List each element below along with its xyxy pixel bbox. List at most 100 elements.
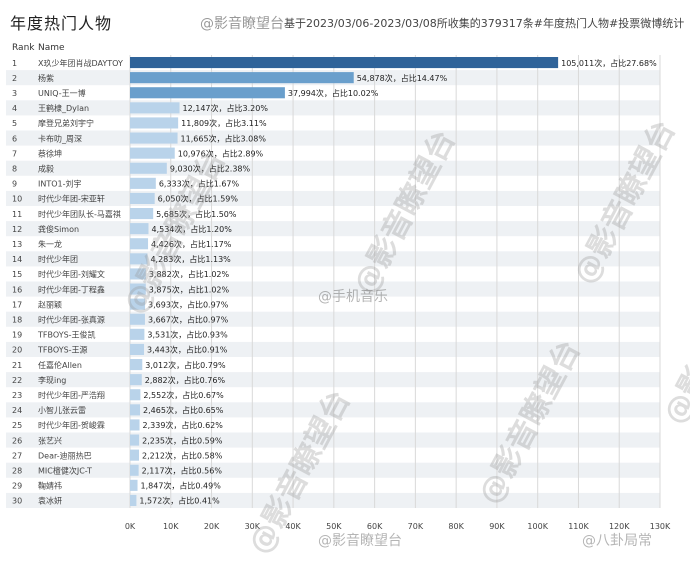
bar	[130, 102, 180, 114]
category-label: 赵丽颖	[38, 299, 62, 309]
data-label: 2,212次，占比0.58%	[142, 450, 223, 460]
x-tick-label: 120K	[609, 522, 630, 531]
rank-label: 1	[12, 59, 17, 68]
bar	[130, 298, 146, 310]
rank-label: 18	[12, 315, 22, 324]
rank-label: 24	[12, 406, 22, 415]
rank-label: 21	[12, 361, 22, 370]
bar	[130, 374, 142, 386]
data-label: 3,693次，占比0.97%	[148, 299, 229, 309]
chart-title: 年度热门人物	[10, 14, 113, 33]
data-label: 4,534次，占比1.20%	[151, 224, 232, 234]
rank-label: 9	[12, 180, 17, 189]
rank-label: 12	[12, 225, 22, 234]
data-label: 2,117次，占比0.56%	[142, 465, 223, 475]
category-label: 王鹤棣_Dylan	[38, 103, 89, 113]
category-label: 李现ing	[38, 375, 66, 385]
category-label: 成毅	[38, 163, 54, 173]
data-label: 1,572次，占比0.41%	[139, 496, 220, 506]
rank-label: 2	[12, 74, 17, 83]
category-label: 蔡徐坤	[38, 148, 62, 158]
data-label: 54,878次，占比14.47%	[357, 73, 448, 83]
category-label: 时代少年团-张真源	[38, 314, 105, 324]
x-tick-label: 40K	[285, 522, 301, 531]
bar	[130, 464, 139, 476]
category-label: MIC檀健次JC-T	[38, 465, 92, 475]
category-label: 时代少年团-贺峻霖	[38, 420, 105, 430]
rank-label: 19	[12, 331, 22, 340]
data-label: 10,976次，占比2.89%	[178, 148, 264, 158]
bar	[130, 328, 145, 340]
rank-label: 30	[12, 497, 22, 506]
data-label: 4,283次，占比1.13%	[150, 254, 231, 264]
bar	[130, 57, 559, 69]
bar	[130, 359, 143, 371]
name-header: Name	[38, 43, 65, 53]
x-tick-label: 20K	[204, 522, 220, 531]
rank-label: 15	[12, 270, 22, 279]
category-label: 摩登兄弟刘宇宁	[38, 118, 94, 128]
category-label: 杨紫	[38, 73, 54, 83]
rank-label: 16	[12, 285, 22, 294]
category-label: 时代少年团队长-马嘉祺	[38, 209, 121, 219]
rank-label: 4	[12, 104, 17, 113]
bar	[130, 132, 178, 144]
data-label: 2,552次，占比0.67%	[143, 390, 224, 400]
rank-label: 3	[12, 89, 17, 98]
rank-label: 5	[12, 119, 17, 128]
x-tick-label: 30K	[245, 522, 261, 531]
category-label: X玖少年团肖战DAYTOY	[38, 58, 123, 68]
data-label: 3,667次，占比0.97%	[148, 314, 229, 324]
rank-label: 17	[12, 300, 22, 309]
bar	[130, 253, 148, 265]
data-label: 2,882次，占比0.76%	[145, 375, 226, 385]
category-label: 时代少年团	[38, 254, 78, 264]
bar	[130, 343, 145, 355]
x-tick-label: 110K	[568, 522, 589, 531]
data-label: 2,235次，占比0.59%	[142, 435, 223, 445]
data-label: 1,847次，占比0.49%	[141, 481, 222, 491]
category-label: 时代少年团-严浩翔	[38, 390, 105, 400]
category-label: 朱一龙	[38, 239, 62, 249]
bar	[130, 117, 179, 129]
rank-label: 6	[12, 134, 17, 143]
category-label: 任嘉伦Allen	[38, 360, 82, 370]
data-label: 3,531次，占比0.93%	[147, 330, 228, 340]
row-background	[6, 251, 660, 267]
bar	[130, 162, 167, 174]
category-label: INTO1-刘宇	[38, 179, 82, 189]
rank-label: 26	[12, 436, 22, 445]
data-label: 3,012次，占比0.79%	[145, 360, 226, 370]
data-label: 3,882次，占比1.02%	[149, 269, 230, 279]
x-tick-label: 10K	[163, 522, 179, 531]
rank-label: 13	[12, 240, 22, 249]
category-label: Dear-迪丽热巴	[38, 450, 92, 460]
x-tick-label: 130K	[650, 522, 671, 531]
bar	[130, 223, 149, 235]
source-note: 基于2023/03/06-2023/03/08所收集的379317条#年度热门人…	[284, 17, 685, 30]
bar	[130, 72, 354, 84]
category-label: 龚俊Simon	[38, 224, 79, 234]
x-tick-label: 50K	[326, 522, 342, 531]
x-tick-label: 70K	[408, 522, 424, 531]
x-tick-label: 80K	[448, 522, 464, 531]
category-label: 时代少年团-丁程鑫	[38, 284, 105, 294]
bar	[130, 208, 154, 220]
x-tick-label: 0K	[125, 522, 136, 531]
data-label: 37,994次，占比10.02%	[288, 88, 379, 98]
rank-label: 27	[12, 451, 22, 460]
category-label: UNIQ-王一博	[38, 88, 86, 98]
row-background	[6, 221, 660, 237]
bar	[130, 268, 146, 280]
x-tick-label: 100K	[527, 522, 548, 531]
bar	[130, 192, 155, 204]
rank-header: Rank	[12, 43, 35, 53]
watermark-top: @影音瞭望台	[200, 16, 284, 32]
category-label: 鞠婧祎	[38, 481, 62, 491]
category-label: 张艺兴	[38, 436, 62, 445]
category-label: 小智儿张云雷	[38, 405, 86, 415]
category-label: 时代少年团-刘耀文	[38, 269, 105, 279]
bar	[130, 434, 140, 446]
rank-label: 8	[12, 164, 17, 173]
